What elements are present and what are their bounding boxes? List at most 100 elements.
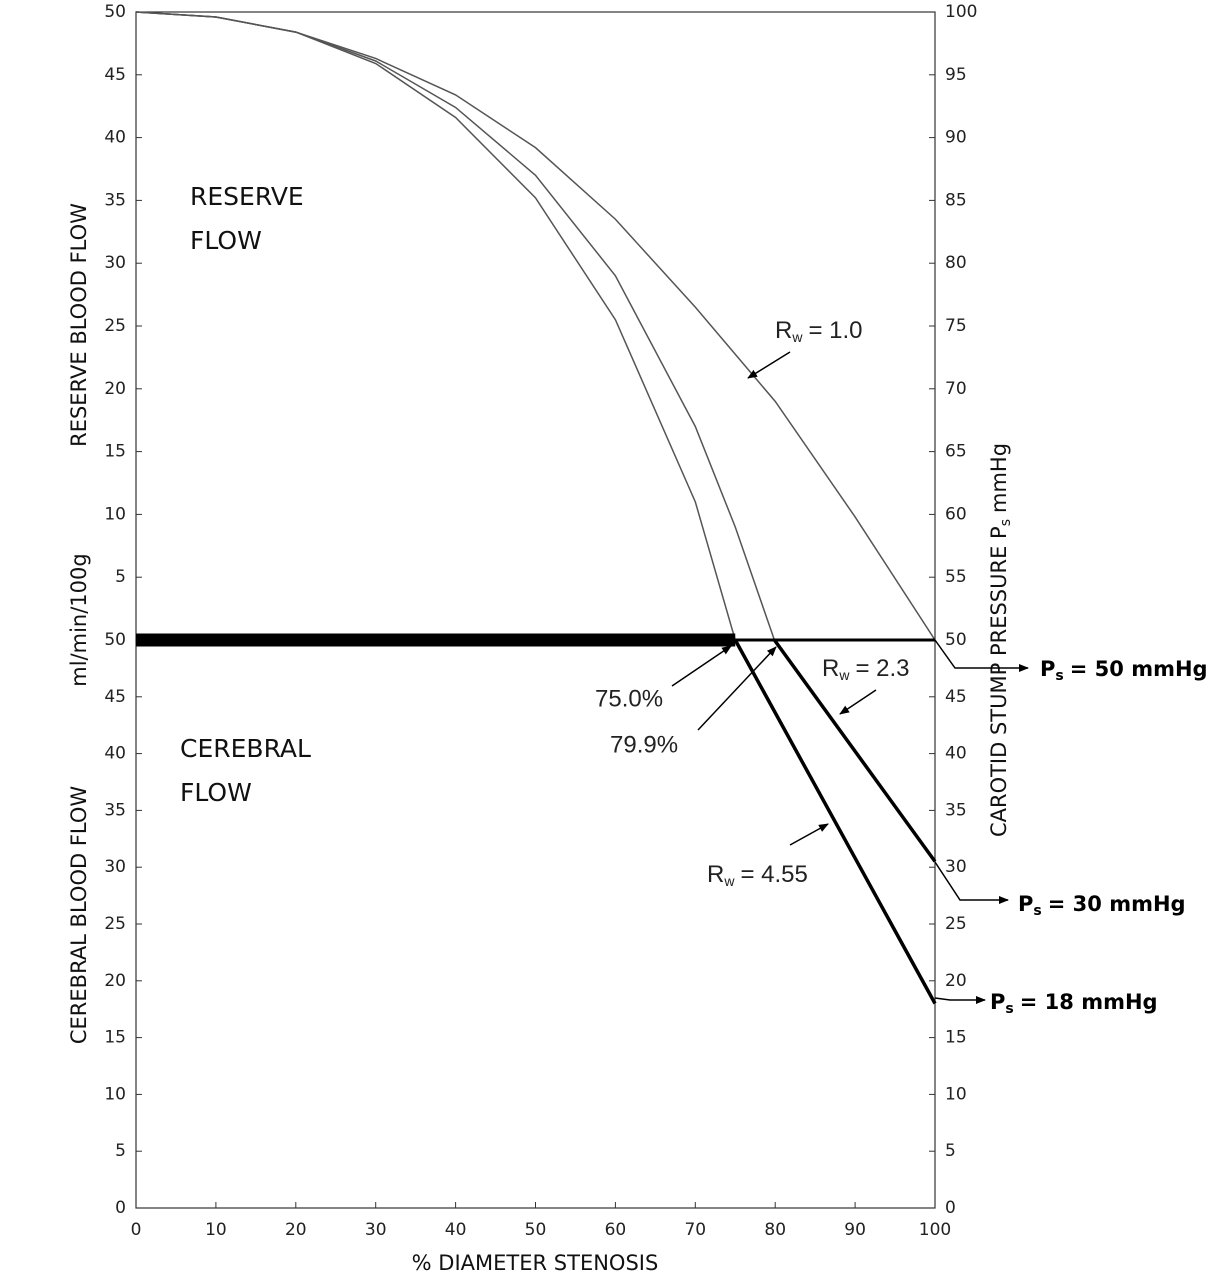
y2-tick-label: 35: [945, 800, 967, 820]
arrow: [934, 639, 1029, 672]
y-tick-label: 35: [104, 800, 126, 820]
x-tick-label: 60: [605, 1220, 627, 1240]
y2-tick-label: 85: [945, 190, 967, 210]
y-axis-label: RESERVE BLOOD FLOW: [67, 203, 91, 447]
y-tick-label: 10: [104, 1084, 126, 1104]
region-label: FLOW: [190, 226, 262, 255]
y-axis-units: ml/min/100g: [67, 553, 91, 686]
ann-part: = 1.0: [808, 317, 862, 344]
ann-sub: s: [1005, 1001, 1013, 1017]
x-tick-label: 10: [205, 1220, 227, 1240]
arrow: [789, 823, 829, 846]
data-line: [135, 11, 776, 641]
ann-sub: s: [1033, 903, 1041, 919]
y-tick-label: 40: [104, 744, 126, 764]
ann-part: P: [1040, 657, 1055, 681]
y-tick-label: 50: [104, 2, 126, 22]
y2-axis-label: CAROTID STUMP PRESSURE Ps mmHg: [987, 443, 1014, 837]
y-tick-label: 20: [104, 971, 126, 991]
y-tick-label: 20: [104, 379, 126, 399]
arrow: [671, 645, 732, 687]
annotation: 79.9%: [610, 731, 678, 758]
ann-part: = 18 mmHg: [1020, 990, 1158, 1014]
plot-frame: [135, 639, 936, 1209]
annotation: Rw = 1.0: [775, 317, 863, 344]
plots: 5101520253035404550556065707580859095100…: [104, 2, 977, 1240]
ann-part: = 50 mmHg: [1070, 657, 1208, 681]
y2-tick-label: 90: [945, 128, 967, 148]
y-tick-label: 30: [104, 857, 126, 877]
y2-tick-label: 60: [945, 504, 967, 524]
y2-tick-label: 100: [945, 2, 977, 22]
ann-sub: w: [838, 667, 850, 683]
x-tick-label: 90: [844, 1220, 866, 1240]
ann-part: = 4.55: [740, 861, 807, 888]
x-axis-label: % DIAMETER STENOSIS: [412, 1251, 659, 1275]
label-sub: s: [998, 519, 1014, 526]
annotation: Rw = 4.55: [707, 861, 808, 888]
y-tick-label: 15: [104, 442, 126, 462]
y2-tick-label: 20: [945, 971, 967, 991]
y-tick-label: 40: [104, 128, 126, 148]
y-tick-label: 25: [104, 316, 126, 336]
y2-tick-label: 50: [945, 630, 967, 650]
annotation: Ps = 18 mmHg: [990, 990, 1158, 1017]
annotation: Ps = 30 mmHg: [1018, 892, 1186, 919]
y-tick-label: 5: [115, 1141, 126, 1161]
y-axis-label: CEREBRAL BLOOD FLOW: [67, 786, 91, 1045]
x-tick-label: 40: [445, 1220, 467, 1240]
ann-sub: w: [723, 873, 735, 889]
ann-part: P: [990, 990, 1005, 1014]
region-label: RESERVE: [190, 182, 304, 211]
ann-part: = 2.3: [855, 655, 909, 682]
y-tick-label: 25: [104, 914, 126, 934]
y-tick-label: 45: [104, 687, 126, 707]
y2-tick-label: 80: [945, 253, 967, 273]
y2-tick-label: 95: [945, 65, 967, 85]
y2-tick-label: 0: [945, 1198, 956, 1218]
arrow: [697, 646, 777, 731]
ann-part: = 30 mmHg: [1048, 892, 1186, 916]
region-label: CEREBRAL: [180, 734, 311, 763]
data-line: [733, 639, 937, 1005]
ann-part: R: [707, 861, 724, 888]
x-tick-label: 80: [764, 1220, 786, 1240]
y2-tick-label: 55: [945, 567, 967, 587]
x-tick-label: 20: [285, 1220, 307, 1240]
x-tick-label: 100: [919, 1220, 951, 1240]
y-tick-label: 50: [104, 630, 126, 650]
label-part: CAROTID STUMP PRESSURE P: [987, 526, 1011, 837]
y2-tick-label: 75: [945, 316, 967, 336]
y2-tick-label: 45: [945, 687, 967, 707]
label-part: mmHg: [987, 443, 1011, 513]
y2-tick-label: 65: [945, 442, 967, 462]
y-tick-label: 10: [104, 504, 126, 524]
arrow: [934, 996, 986, 1004]
ann-sub: w: [791, 329, 803, 345]
y-tick-label: 0: [115, 1198, 126, 1218]
data-line: [772, 638, 937, 863]
data-line: [135, 11, 736, 641]
y-tick-label: 45: [104, 65, 126, 85]
ann-sub: s: [1055, 668, 1063, 684]
y2-tick-label: 70: [945, 379, 967, 399]
ann-part: P: [1018, 892, 1033, 916]
y2-tick-label: 25: [945, 914, 967, 934]
x-tick-label: 70: [684, 1220, 706, 1240]
y-tick-label: 5: [115, 567, 126, 587]
annotation: Rw = 2.3: [822, 655, 910, 682]
y2-tick-label: 5: [945, 1141, 956, 1161]
annotation: Ps = 50 mmHg: [1040, 657, 1208, 684]
x-tick-label: 0: [131, 1220, 142, 1240]
y2-tick-label: 30: [945, 857, 967, 877]
y-tick-label: 15: [104, 1028, 126, 1048]
arrow: [934, 861, 1009, 904]
arrow: [747, 351, 791, 379]
region-label: FLOW: [180, 778, 252, 807]
y2-tick-label: 15: [945, 1028, 967, 1048]
ann-part: R: [775, 317, 792, 344]
annotation: 75.0%: [595, 685, 663, 712]
arrow: [839, 689, 877, 715]
x-tick-label: 30: [365, 1220, 387, 1240]
